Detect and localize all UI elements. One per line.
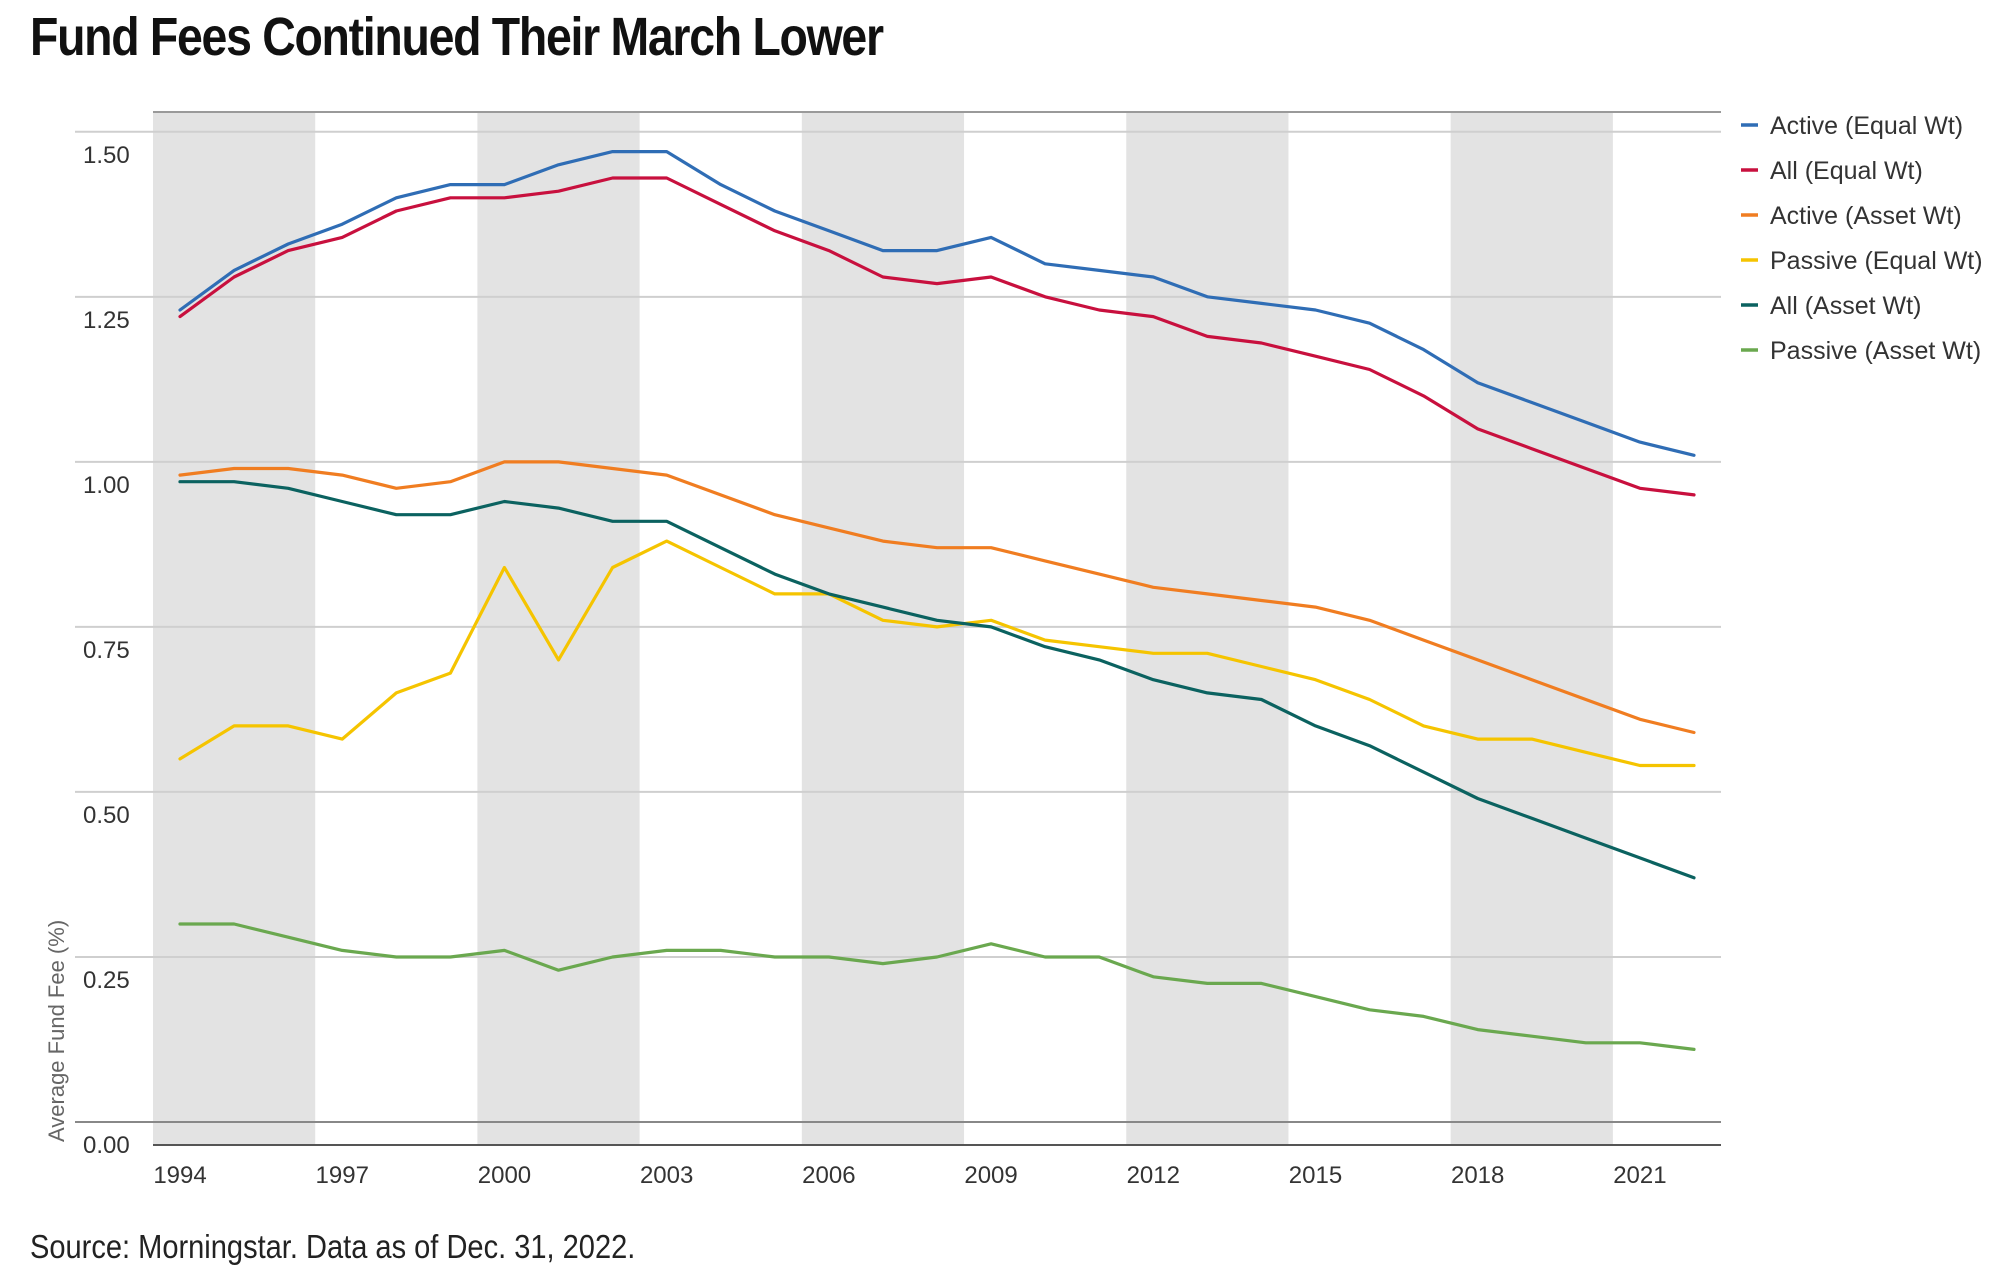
y-tick-label: 1.25 <box>83 307 130 334</box>
shaded-band-4 <box>1450 112 1613 1145</box>
legend-label: Active (Equal Wt) <box>1770 112 1963 140</box>
y-tick-label: 0.25 <box>83 967 130 994</box>
legend-label: Passive (Equal Wt) <box>1770 247 1983 275</box>
x-tick-label: 2015 <box>1289 1162 1342 1189</box>
y-tick-label: 1.50 <box>83 142 130 169</box>
legend: Active (Equal Wt) All (Equal Wt) Active (A… <box>1741 112 1983 365</box>
series-line-0 <box>178 150 1696 457</box>
y-tick-label: 1.00 <box>83 472 130 499</box>
series-lines <box>178 150 1696 1052</box>
x-tick-label: 2009 <box>964 1162 1017 1189</box>
x-tick-label: 2006 <box>802 1162 855 1189</box>
x-tick-label: 2000 <box>478 1162 531 1189</box>
x-tick-label: 2003 <box>640 1162 693 1189</box>
y-tick-label: 0.50 <box>83 802 130 829</box>
x-tick-label: 2012 <box>1127 1162 1180 1189</box>
series-line-1 <box>178 176 1696 497</box>
y-axis-title: Average Fund Fee (%) <box>44 920 69 1142</box>
series-line-3 <box>178 539 1696 768</box>
shaded-band-1 <box>477 112 640 1145</box>
shaded-band-2 <box>801 112 965 1145</box>
y-tick-label: 0.00 <box>83 1132 130 1159</box>
x-tick-label: 2021 <box>1613 1162 1666 1189</box>
x-tick-label: 2018 <box>1451 1162 1504 1189</box>
grid-lines <box>75 130 1721 1123</box>
shaded-band-3 <box>1126 112 1289 1145</box>
axes: 0.00 0.25 0.50 0.75 1.00 1.25 1.50 1994 1997 2000… <box>83 111 1721 1189</box>
source-note: Source: Morningstar. Data as of Dec. 31,… <box>30 1228 636 1265</box>
legend-label: All (Equal Wt) <box>1770 157 1923 185</box>
y-tick-label: 0.75 <box>83 637 130 664</box>
legend-label: Active (Asset Wt) <box>1770 202 1962 230</box>
x-tick-label: 1997 <box>316 1162 369 1189</box>
series-line-2 <box>178 460 1696 735</box>
legend-label: All (Asset Wt) <box>1770 292 1921 320</box>
chart-title: Fund Fees Continued Their March Lower <box>30 7 884 67</box>
series-line-4 <box>178 480 1696 880</box>
shaded-band-0 <box>153 112 316 1145</box>
legend-label: Passive (Asset Wt) <box>1770 337 1981 365</box>
x-tick-label: 1994 <box>153 1162 206 1189</box>
series-line-5 <box>178 922 1696 1052</box>
